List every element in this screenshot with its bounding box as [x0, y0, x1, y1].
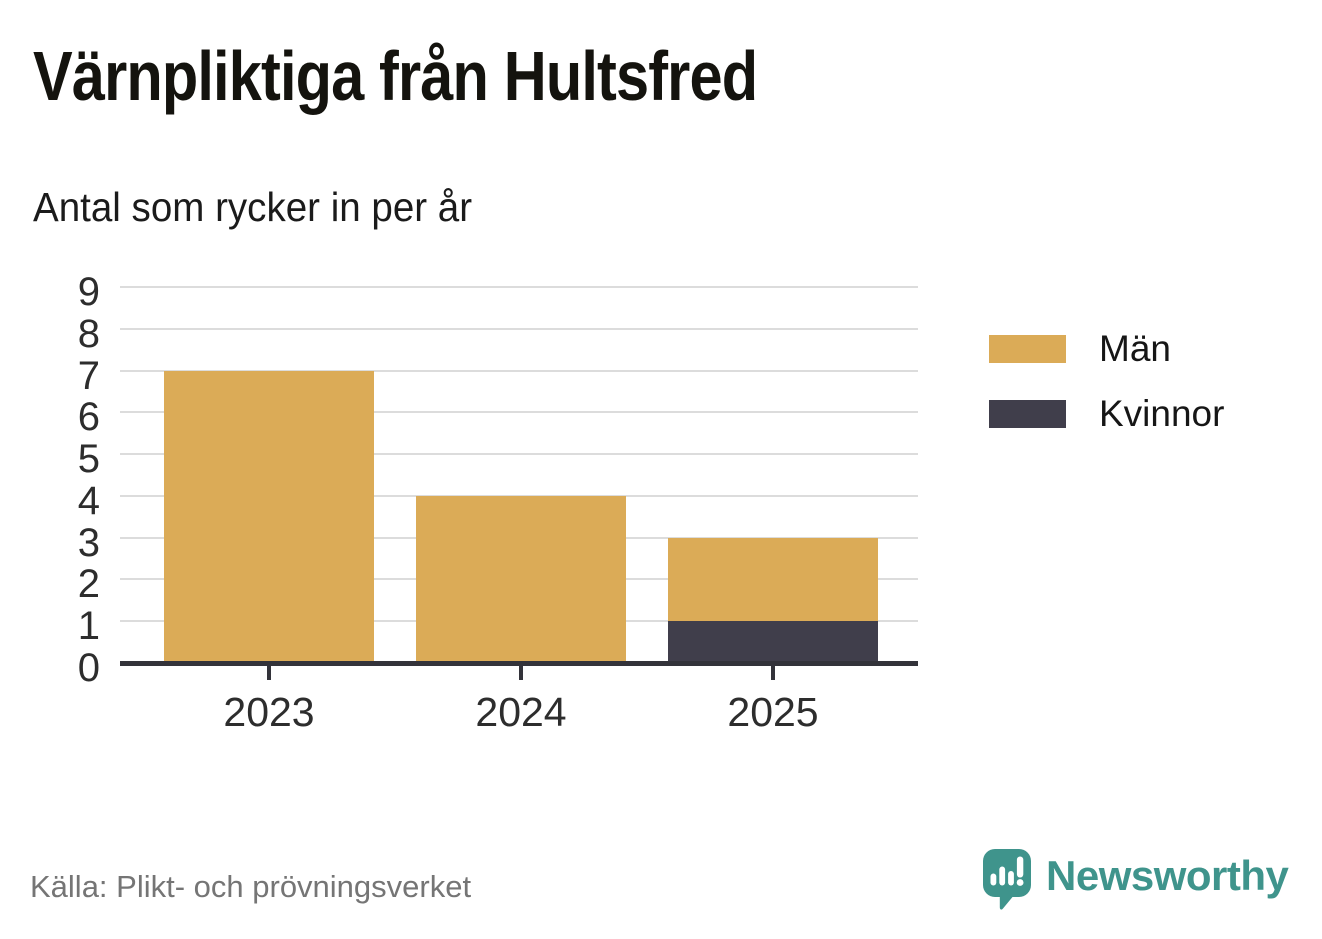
- bar-segment-2025-Kvinnor: [668, 621, 878, 663]
- y-tick-label: 0: [77, 646, 100, 690]
- newsworthy-logo: Newsworthy: [981, 847, 1289, 911]
- x-tick: [519, 666, 523, 680]
- chart-title: Värnpliktiga från Hultsfred: [33, 37, 758, 115]
- legend-label: Kvinnor: [1099, 393, 1225, 434]
- y-tick-label: 5: [77, 437, 100, 482]
- y-tick-label: 3: [77, 520, 100, 565]
- y-tick-label: 6: [77, 395, 100, 440]
- chart-legend: Män Kvinnor: [989, 330, 1224, 432]
- x-tick-label: 2024: [475, 689, 567, 735]
- x-tick: [267, 666, 271, 680]
- legend-item-män: Män: [989, 330, 1224, 367]
- gridline: [120, 327, 918, 330]
- legend-swatch: [989, 334, 1066, 363]
- y-tick-label: 4: [77, 478, 100, 523]
- gridline: [120, 411, 918, 414]
- newsworthy-wordmark: Newsworthy: [1046, 852, 1289, 899]
- legend-item-kvinnor: Kvinnor: [989, 395, 1224, 432]
- y-tick-label: 1: [77, 604, 100, 649]
- legend-label: Män: [1099, 328, 1171, 369]
- source-text: Källa: Plikt- och prövningsverket: [30, 869, 472, 904]
- x-tick-label: 2023: [223, 689, 315, 735]
- bar-chart-speech-bubble-icon: [983, 849, 1031, 910]
- y-tick-label: 7: [77, 353, 100, 398]
- y-tick-label: 2: [77, 562, 100, 607]
- y-tick-label: 9: [77, 270, 100, 314]
- gridline: [120, 286, 918, 288]
- x-tick: [771, 666, 775, 680]
- bar-segment-2023-Män: [164, 370, 374, 663]
- gridline: [120, 369, 918, 372]
- y-tick-label: 8: [77, 311, 100, 356]
- gridline: [120, 453, 918, 456]
- legend-swatch: [989, 399, 1066, 428]
- x-axis-line: [120, 661, 918, 666]
- chart-subtitle: Antal som rycker in per år: [33, 184, 473, 230]
- bar-segment-2024-Män: [416, 495, 626, 663]
- bar-segment-2025-Män: [668, 537, 878, 622]
- x-tick-label: 2025: [727, 689, 819, 735]
